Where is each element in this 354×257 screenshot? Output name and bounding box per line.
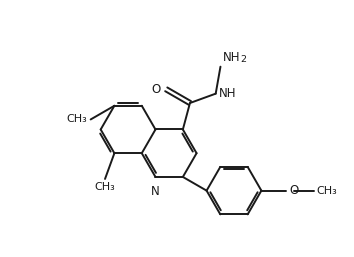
Text: NH: NH <box>219 87 236 100</box>
Text: CH₃: CH₃ <box>95 182 115 192</box>
Text: N: N <box>151 185 160 198</box>
Text: CH₃: CH₃ <box>66 114 87 124</box>
Text: O: O <box>151 83 160 96</box>
Text: O: O <box>289 184 298 197</box>
Text: CH₃: CH₃ <box>316 186 337 196</box>
Text: 2: 2 <box>240 55 246 64</box>
Text: NH: NH <box>222 51 240 64</box>
